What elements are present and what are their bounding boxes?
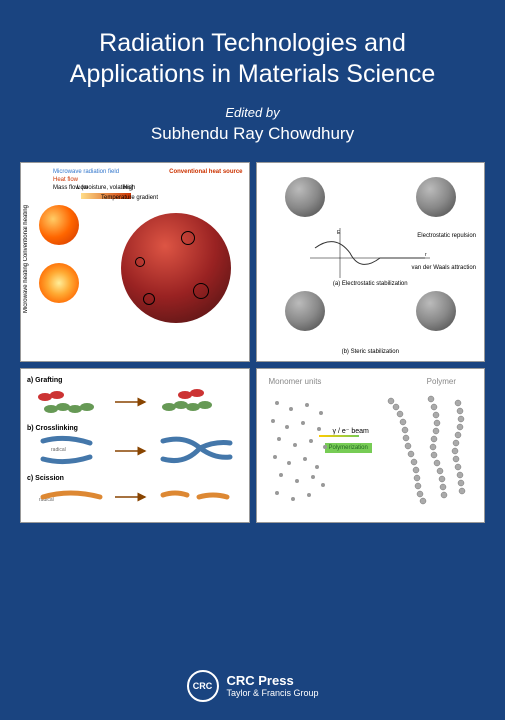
heat-flow-label: Heat flow <box>53 177 78 183</box>
figure-panels: Microwave radiation field Heat flow Mass… <box>0 162 505 523</box>
panel-reactions-diagram: a) Grafting b) Crosslinking c) Scission … <box>20 368 250 523</box>
panel-polymerization-diagram: Monomer units Polymer γ / e⁻ beam Polyme… <box>256 368 486 523</box>
vdw-label: van der Waals attraction <box>412 265 476 271</box>
publisher-text: CRC Press Taylor & Francis Group <box>226 673 318 699</box>
microwave-heating-label: Microwave heating <box>23 263 29 313</box>
svg-text:E: E <box>337 230 341 236</box>
hotspot-icon <box>143 293 155 305</box>
microwave-sphere-icon <box>39 263 79 303</box>
publisher-subtitle: Taylor & Francis Group <box>226 688 318 699</box>
title-line1: Radiation Technologies and <box>99 29 406 57</box>
crc-logo-icon: CRC <box>186 670 218 702</box>
publisher-block: CRC CRC Press Taylor & Francis Group <box>186 670 318 702</box>
panel-heating-diagram: Microwave radiation field Heat flow Mass… <box>20 162 250 362</box>
hotspot-icon <box>181 231 195 245</box>
high-label: High <box>123 185 135 191</box>
temp-gradient-label: Temperature gradient <box>101 195 158 201</box>
hotspot-sphere-icon <box>121 213 231 323</box>
polymer-label: Polymer <box>427 377 456 386</box>
caption-b: (b) Steric stabilization <box>342 349 399 355</box>
conv-sphere-icon <box>39 205 79 245</box>
caption-a: (a) Electrostatic stabilization <box>333 281 408 287</box>
low-label: Low <box>77 185 88 191</box>
conv-heat-source-label: Conventional heat source <box>169 169 242 175</box>
grafting-chain-icon <box>35 387 235 417</box>
book-title: Radiation Technologies and Applications … <box>20 28 485 91</box>
nanoparticle-icon <box>416 291 456 331</box>
crosslinking-chain-icon <box>35 433 235 469</box>
editor-name: Subhendu Ray Chowdhury <box>20 124 485 144</box>
electrostatic-label: Electrostatic repulsion <box>417 233 476 239</box>
publisher-name: CRC Press <box>226 673 318 689</box>
crosslinking-label: b) Crosslinking <box>27 425 78 432</box>
panel-stabilization-diagram: r E Electrostatic repulsion van der Waal… <box>256 162 486 362</box>
grafting-label: a) Grafting <box>27 377 62 384</box>
nanoparticle-icon <box>285 177 325 217</box>
hotspot-icon <box>135 257 145 267</box>
title-line2: Applications in Materials Science <box>70 60 435 88</box>
nanoparticle-icon <box>285 291 325 331</box>
scission-label: c) Scission <box>27 475 64 482</box>
mass-flow-label: Mass flow (moisture, volatiles) <box>53 185 133 191</box>
edited-by-label: Edited by <box>20 105 485 120</box>
monomer-label: Monomer units <box>269 377 322 386</box>
svg-text:r: r <box>425 252 427 258</box>
nanoparticle-icon <box>416 177 456 217</box>
microwave-field-label: Microwave radiation field <box>53 169 119 175</box>
scission-chain-icon <box>35 483 235 513</box>
conventional-heating-label: Conventional heating <box>23 205 29 261</box>
monomer-dots-icon <box>267 397 337 507</box>
beam-label: γ / e⁻ beam <box>333 427 369 435</box>
polymer-chain-icon <box>376 393 476 513</box>
cover-header: Radiation Technologies and Applications … <box>0 0 505 162</box>
hotspot-icon <box>193 283 209 299</box>
